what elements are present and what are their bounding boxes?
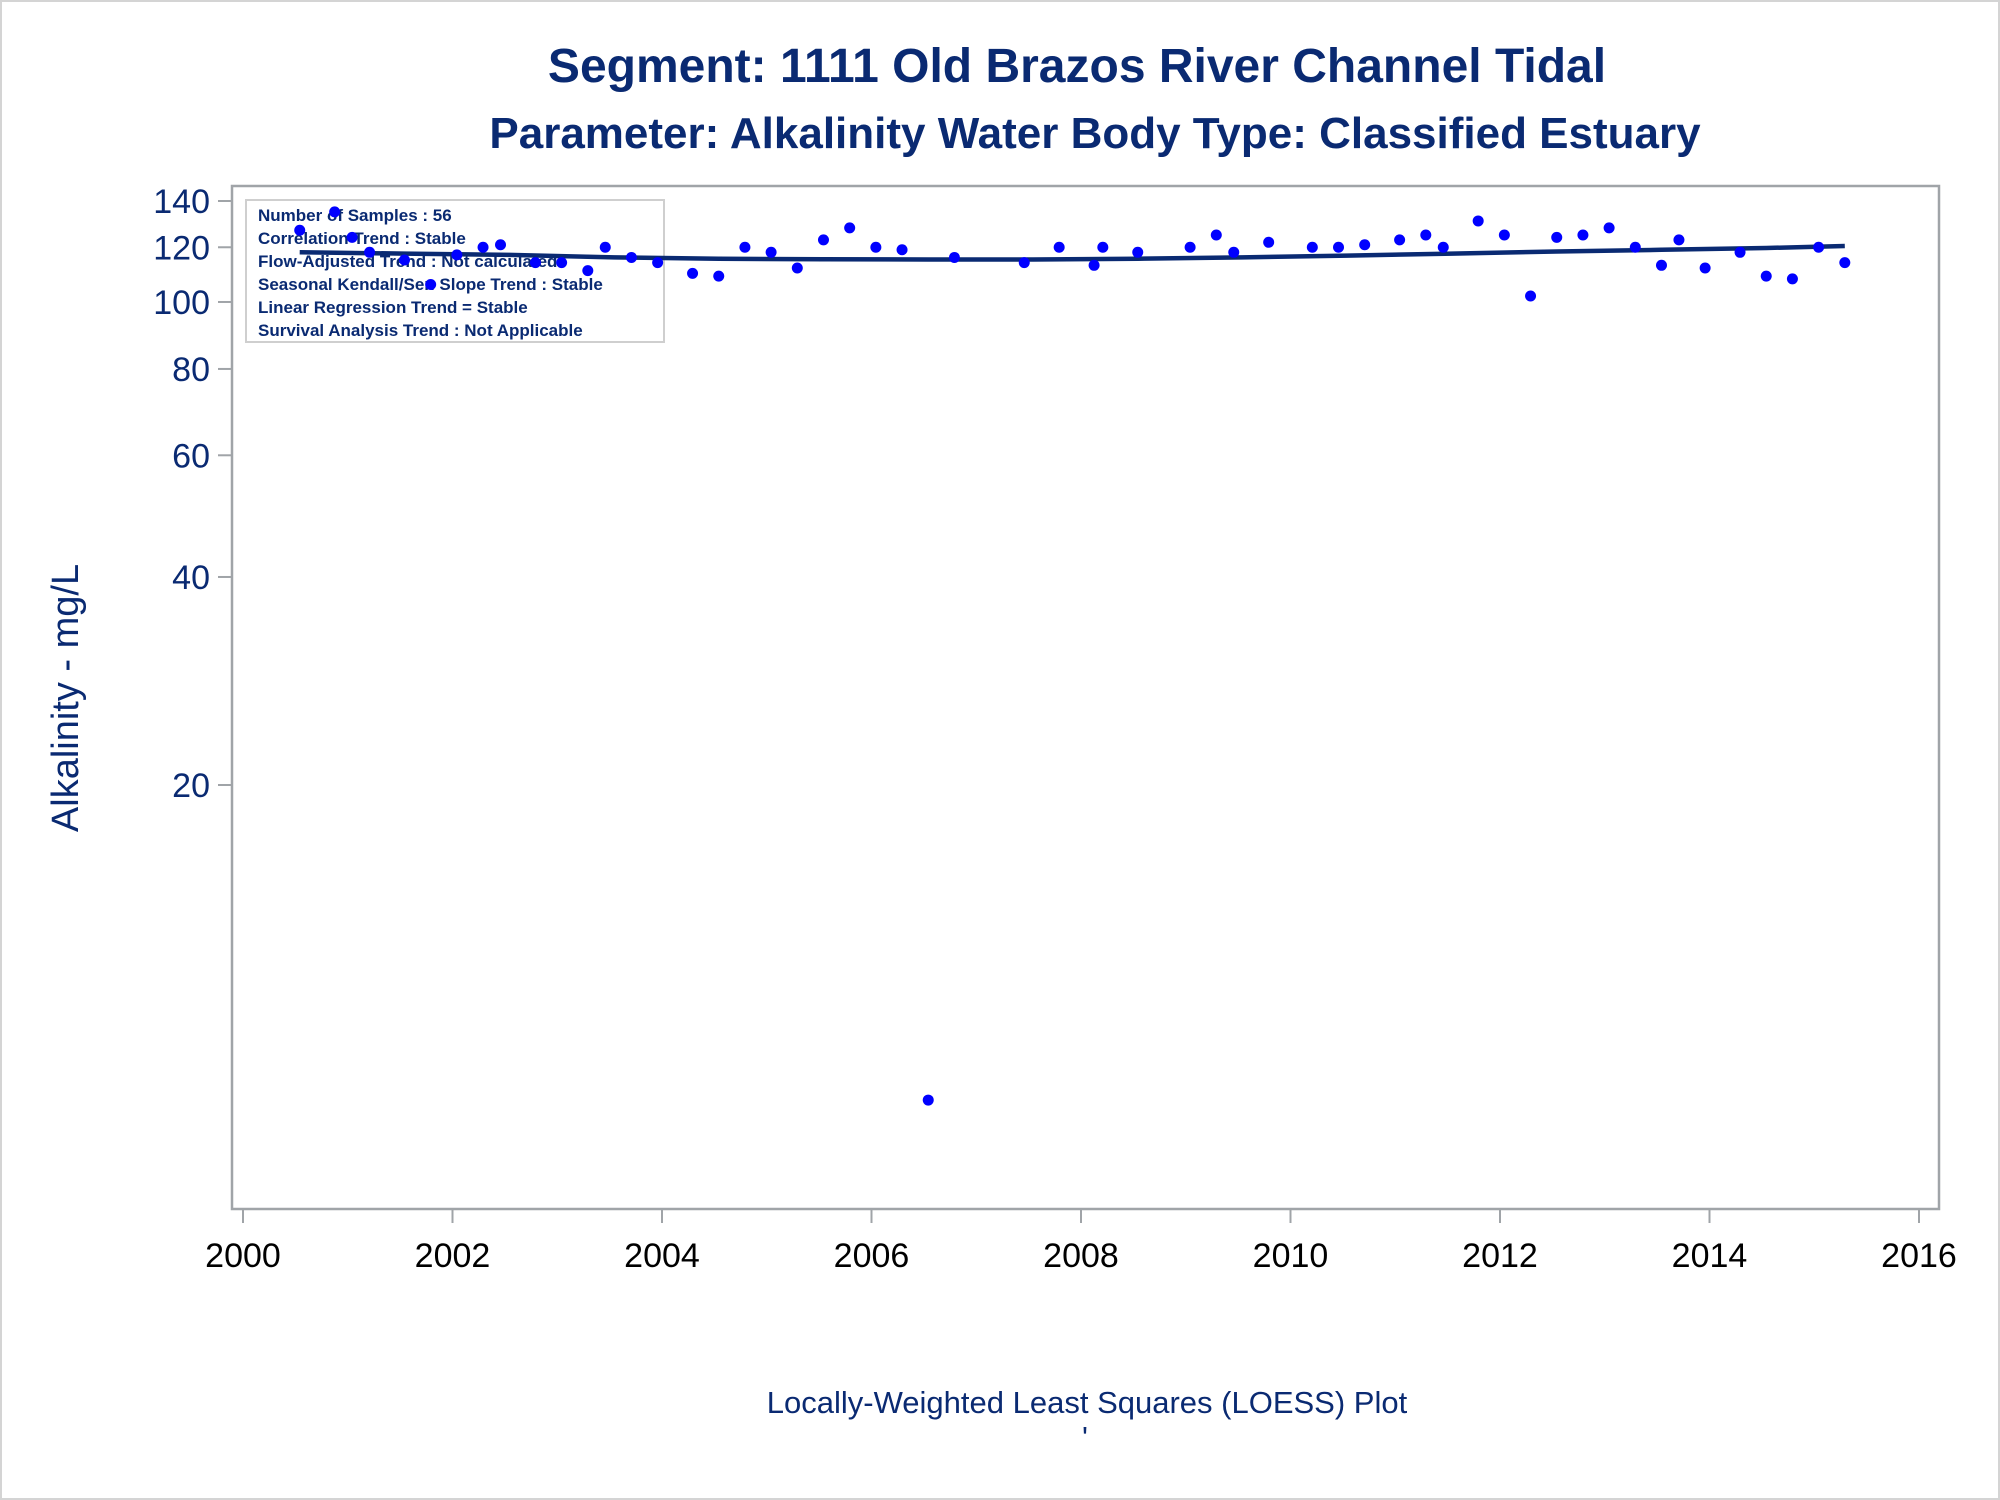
points-layer [294, 206, 1851, 1106]
data-point [1394, 234, 1406, 246]
data-point [599, 241, 611, 253]
data-point [1839, 257, 1851, 269]
statistics-inset: Number of Samples : 56 Correlation Trend… [245, 199, 665, 343]
inset-line-correlation: Correlation Trend : Stable [258, 229, 466, 248]
data-point [1359, 239, 1371, 251]
data-point [1472, 215, 1484, 227]
data-point [1603, 222, 1615, 234]
data-point [346, 231, 358, 243]
data-point [1210, 229, 1222, 241]
chart-title: Segment: 1111 Old Brazos River Channel T… [548, 40, 1606, 93]
data-point [556, 257, 568, 269]
data-point [1655, 259, 1667, 271]
data-point [1699, 262, 1711, 274]
data-point [844, 222, 856, 234]
data-point [1018, 257, 1030, 269]
data-point [922, 1094, 934, 1106]
data-point [791, 262, 803, 274]
data-point [1132, 246, 1144, 258]
x-tick-label: 2006 [834, 1237, 910, 1275]
y-tick-label: 100 [153, 284, 210, 322]
data-point [1813, 241, 1825, 253]
footnote-mark: ' [1082, 1420, 1088, 1455]
data-point [713, 270, 725, 282]
data-point [1228, 246, 1240, 258]
data-point [1263, 236, 1275, 248]
x-tick-label: 2010 [1253, 1237, 1329, 1275]
y-tick-label: 120 [153, 229, 210, 267]
data-point [294, 224, 306, 236]
data-point [625, 251, 637, 263]
x-tick-label: 2008 [1043, 1237, 1119, 1275]
y-tick-label: 40 [172, 559, 210, 597]
inset-line-survival-analysis: Survival Analysis Trend : Not Applicable [258, 321, 583, 340]
x-tick-label: 2004 [624, 1237, 700, 1275]
data-point [329, 206, 341, 218]
x-tick-label: 2016 [1881, 1237, 1957, 1275]
data-point [1184, 241, 1196, 253]
y-tick-label: 60 [172, 437, 210, 475]
x-axis: 2000 2002 2004 2006 2008 2010 2012 2014 2016 [205, 1209, 1957, 1275]
data-point [582, 265, 594, 277]
data-point [1629, 241, 1641, 253]
x-tick-label: 2012 [1462, 1237, 1538, 1275]
inset-line-samples: Number of Samples : 56 [258, 206, 452, 225]
data-point [896, 244, 908, 256]
data-point [1306, 241, 1318, 253]
x-tick-label: 2002 [415, 1237, 491, 1275]
data-point [529, 257, 541, 269]
data-point [398, 254, 410, 266]
data-point [451, 249, 463, 261]
data-point [948, 251, 960, 263]
chart-subtitle: Parameter: Alkalinity Water Body Type: C… [489, 109, 1701, 158]
y-tick-label: 20 [172, 767, 210, 805]
data-point [1786, 273, 1798, 285]
loess-layer [299, 243, 1845, 262]
data-point [1437, 241, 1449, 253]
data-point [1097, 241, 1109, 253]
data-point [1498, 229, 1510, 241]
data-point [1577, 229, 1589, 241]
data-point [870, 241, 882, 253]
data-point [1053, 241, 1065, 253]
data-point [495, 239, 507, 251]
plot-area-frame [230, 184, 1941, 1211]
data-point [477, 241, 489, 253]
x-tick-label: 2014 [1672, 1237, 1748, 1275]
loess-line [299, 243, 1845, 262]
y-axis: 20 40 60 80 100 120 140 [153, 183, 232, 805]
data-point [425, 278, 437, 290]
data-point [687, 267, 699, 279]
inset-line-linear-regression: Linear Regression Trend = Stable [258, 298, 528, 317]
footnote: Locally-Weighted Least Squares (LOESS) P… [767, 1385, 1408, 1420]
data-point [1551, 231, 1563, 243]
data-point [765, 246, 777, 258]
data-point [1525, 290, 1537, 302]
data-point [1088, 259, 1100, 271]
data-point [817, 234, 829, 246]
y-tick-label: 140 [153, 183, 210, 221]
data-point [1333, 241, 1345, 253]
data-point [652, 257, 664, 269]
x-tick-label: 2000 [205, 1237, 281, 1275]
y-tick-label: 80 [172, 351, 210, 389]
statistics-inset-border [245, 199, 665, 343]
data-point [1420, 229, 1432, 241]
data-point [739, 241, 751, 253]
data-point [364, 246, 376, 258]
data-point [1673, 234, 1685, 246]
data-point [1760, 270, 1772, 282]
y-axis-label: Alkalinity - mg/L [45, 564, 87, 832]
data-point [1734, 246, 1746, 258]
